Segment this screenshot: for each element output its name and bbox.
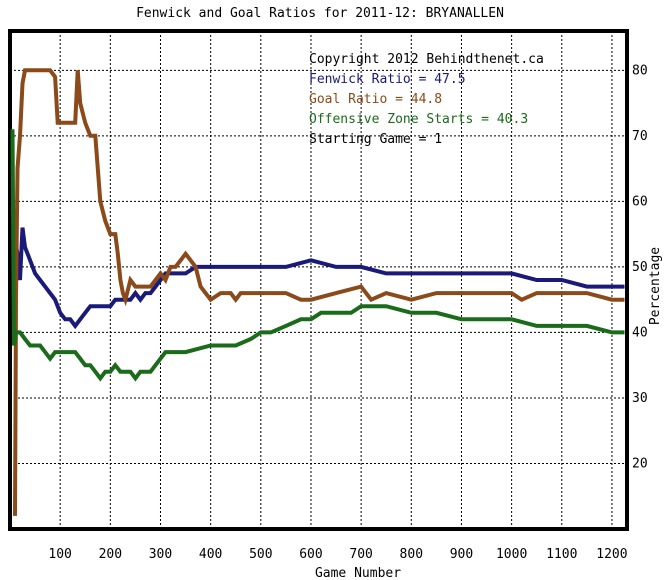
- y-tick-label: 80: [632, 63, 648, 78]
- y-tick-labels: 20 30 40 50 60 70 80: [632, 63, 648, 471]
- x-tick-label: 700: [349, 547, 372, 562]
- x-tick-label: 200: [99, 547, 122, 562]
- x-tick-label: 1100: [546, 547, 577, 562]
- x-tick-label: 1000: [496, 547, 527, 562]
- x-tick-label: 1200: [596, 547, 627, 562]
- x-axis-label: Game Number: [315, 566, 401, 580]
- goal-ratio-line: [13, 68, 625, 516]
- goal-ratio-text: Goal Ratio = 44.8: [309, 92, 442, 107]
- plot-frame: [8, 29, 629, 531]
- y-tick-label: 50: [632, 260, 648, 275]
- chart-title: Fenwick and Goal Ratios for 2011-12: BRY…: [136, 6, 504, 21]
- x-tick-label: 600: [299, 547, 322, 562]
- fenwick-ratio-text: Fenwick Ratio = 47.5: [309, 72, 466, 87]
- y-tick-label: 40: [632, 325, 648, 340]
- starting-game-text: Starting Game = 1: [309, 132, 442, 147]
- y-tick-label: 20: [632, 456, 648, 471]
- y-tick-label: 70: [632, 129, 648, 144]
- copyright-text: Copyright 2012 Behindthenet.ca: [309, 52, 544, 67]
- annotations: Copyright 2012 Behindthenet.ca Fenwick Ra…: [309, 52, 544, 147]
- fenwick-ratio-line: [10, 207, 625, 330]
- x-tick-label: 300: [149, 547, 172, 562]
- offensive-zone-starts-text: Offensive Zone Starts = 40.3: [309, 112, 528, 127]
- x-tick-labels: 100 200 300 400 500 600 700 800 900 1000 1100 1200: [48, 547, 627, 562]
- y-axis-label: Percentage: [648, 247, 663, 325]
- x-tick-label: 400: [199, 547, 222, 562]
- offensive-zone-starts-line: [10, 129, 625, 382]
- x-tick-label: 800: [400, 547, 423, 562]
- series-layer: [10, 68, 625, 516]
- y-tick-label: 30: [632, 391, 648, 406]
- x-tick-label: 500: [249, 547, 272, 562]
- y-tick-label: 60: [632, 194, 648, 209]
- x-tick-label: 900: [450, 547, 473, 562]
- x-tick-label: 100: [48, 547, 71, 562]
